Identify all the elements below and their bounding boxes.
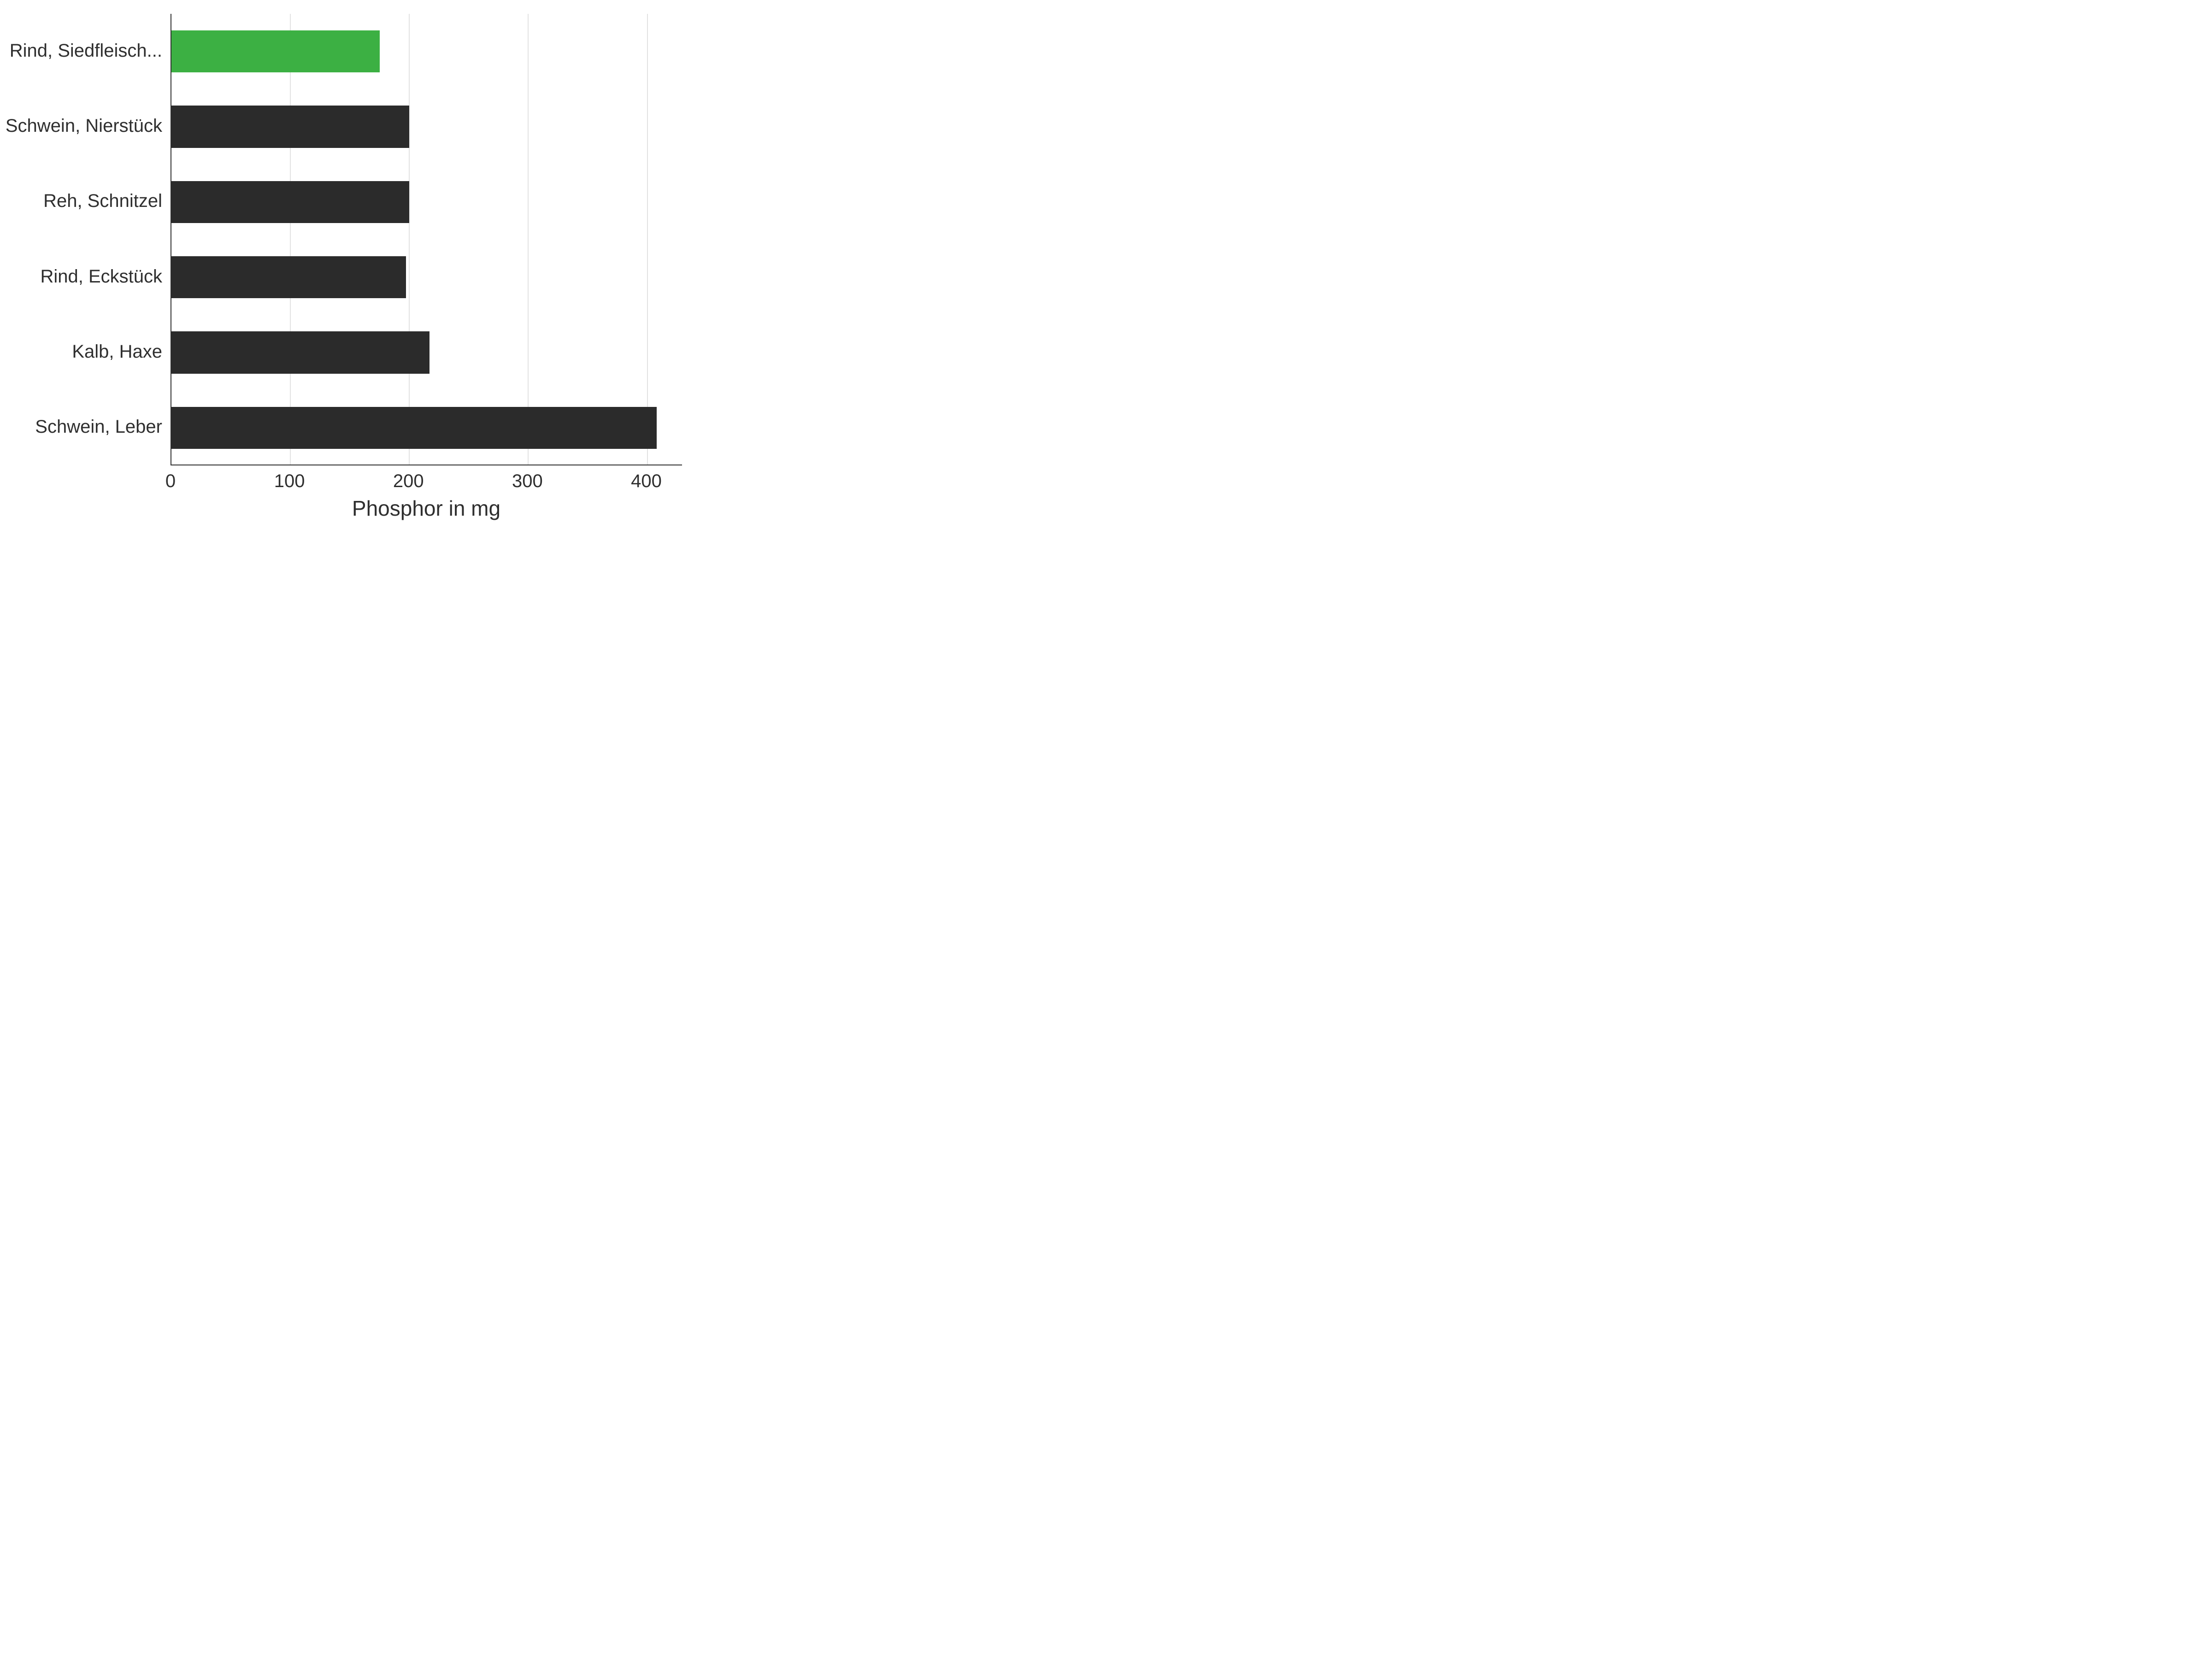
x-tick-label: 400 [631,471,662,492]
y-category-label: Schwein, Nierstück [6,116,162,136]
plot-area [171,14,682,465]
y-category-label: Schwein, Leber [35,417,162,437]
gridline [290,14,291,465]
bar [171,181,409,223]
bar [171,331,429,373]
x-tick-label: 100 [274,471,305,492]
x-axis-title: Phosphor in mg [352,496,500,521]
bar [171,407,657,449]
x-tick-label: 300 [512,471,543,492]
bar [171,30,380,72]
x-tick-label: 200 [393,471,424,492]
gridline [409,14,410,465]
y-category-label: Kalb, Haxe [72,341,162,362]
x-tick-label: 0 [165,471,176,492]
y-category-label: Rind, Eckstück [40,266,162,287]
gridline [647,14,648,465]
phosphor-bar-chart: Phosphor in mg 0 100 200 300 400 Rind, Siedfl… [0,0,708,531]
gridline [528,14,529,465]
bar [171,256,406,298]
bar [171,106,409,147]
y-category-label: Reh, Schnitzel [43,191,162,212]
y-category-label: Rind, Siedfleisch... [10,41,162,61]
